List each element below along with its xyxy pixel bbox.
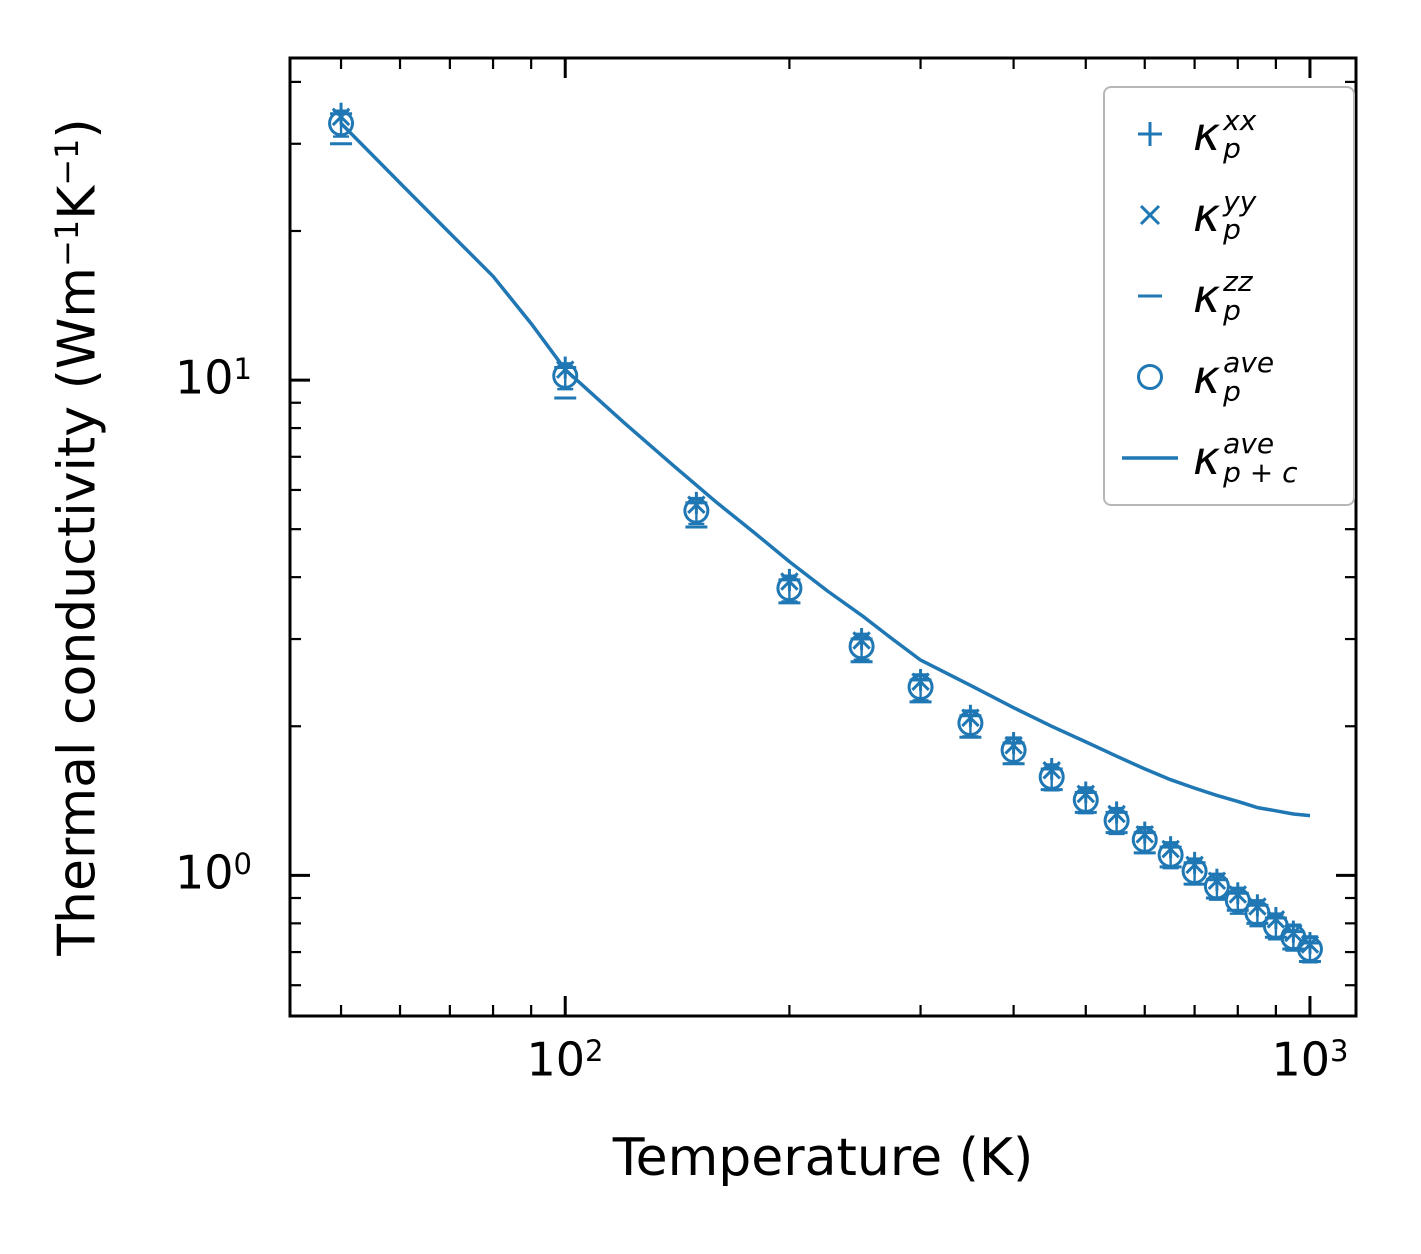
y-axis-label: Thermal conductivity (Wm−1K−1) [47, 118, 108, 956]
circle-marker-icon [1121, 355, 1179, 399]
legend-item-kappa-ave: κ ave p [1105, 337, 1353, 417]
dash-marker-icon [1121, 274, 1179, 318]
y-tick-label-1: 100 [175, 845, 252, 900]
legend-label: κ zz p [1193, 265, 1253, 327]
x-axis-label: Temperature (K) [612, 1128, 1034, 1188]
legend: κ xx p κ yy p κ zz p κ ave p [1103, 86, 1355, 506]
line-series-kappa-p-plus-c [339, 122, 1311, 818]
legend-label: κ yy p [1193, 184, 1257, 247]
x-tick-label-100: 102 [526, 1032, 604, 1087]
legend-label: κ ave p [1193, 346, 1275, 408]
axes-frame [288, 56, 1358, 1018]
series-kappa_p_ave [328, 110, 1323, 963]
plus-marker-icon [1121, 112, 1179, 156]
y-tick-label-10: 101 [175, 350, 252, 405]
legend-label: κ ave p + c [1193, 427, 1298, 489]
legend-label: κ xx p [1193, 103, 1257, 166]
x-tick-label-1000: 103 [1271, 1032, 1349, 1087]
axis-ticks [290, 58, 1356, 1016]
line-marker-icon [1121, 436, 1179, 480]
legend-item-kappa-p-plus-c-ave: κ ave p + c [1105, 418, 1353, 498]
legend-item-kappa-yy: κ yy p [1105, 175, 1353, 255]
x-marker-icon [1121, 193, 1179, 237]
legend-item-kappa-xx: κ xx p [1105, 94, 1353, 174]
legend-item-kappa-zz: κ zz p [1105, 256, 1353, 336]
